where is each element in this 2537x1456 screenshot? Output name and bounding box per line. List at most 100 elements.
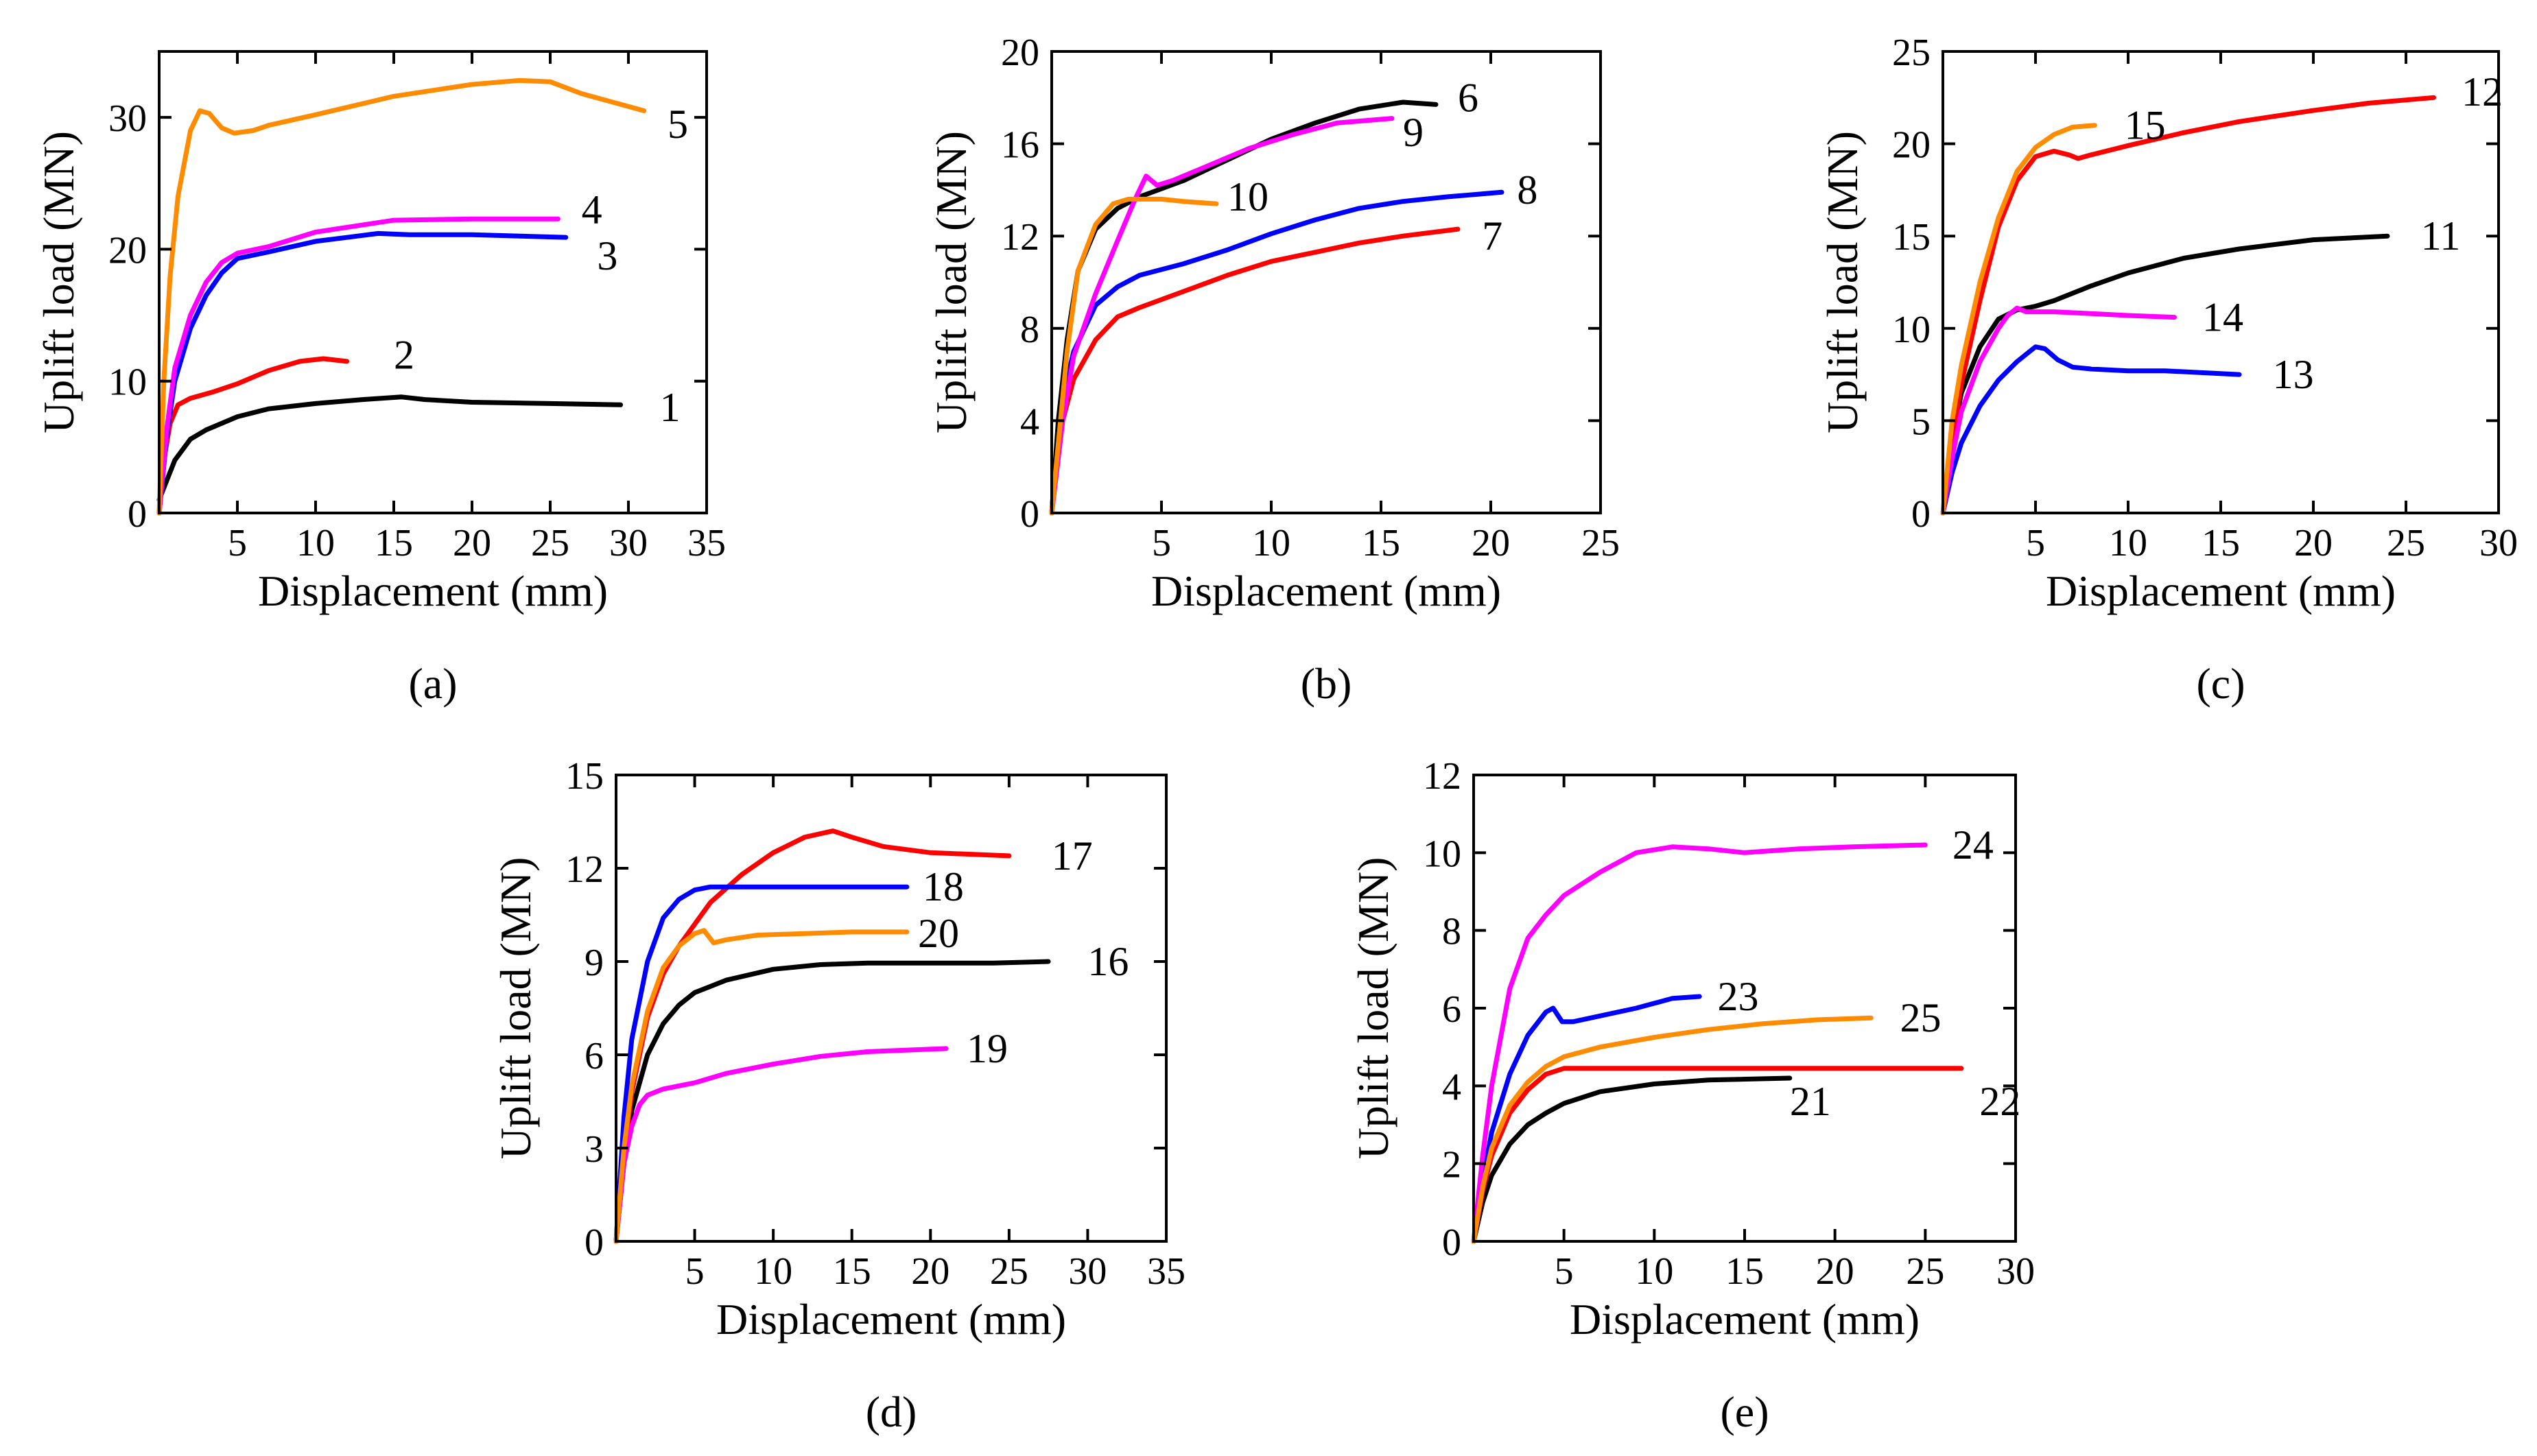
x-tick-label: 25 — [531, 522, 569, 564]
y-tick-label: 3 — [585, 1128, 604, 1171]
y-tick-label: 10 — [1892, 309, 1931, 351]
x-tick-label: 15 — [1725, 1250, 1764, 1293]
series-line-2 — [156, 356, 350, 516]
panel-caption: (a) — [408, 659, 457, 708]
plot-frame — [158, 50, 708, 514]
x-axis-label: Displacement (mm) — [716, 1295, 1066, 1344]
panel-caption: (b) — [1301, 659, 1352, 708]
series-label-9: 9 — [1403, 110, 1424, 155]
series-label-16: 16 — [1087, 939, 1129, 984]
series-label-15: 15 — [2125, 103, 2166, 148]
y-tick-label: 12 — [1001, 216, 1039, 259]
x-tick-label: 25 — [1581, 522, 1620, 564]
plot-frame — [1050, 50, 1602, 514]
series-label-4: 4 — [582, 187, 602, 232]
y-tick-label: 6 — [1442, 988, 1461, 1031]
x-tick-label: 5 — [2026, 522, 2045, 564]
series-label-3: 3 — [597, 233, 617, 278]
series-label-14: 14 — [2202, 295, 2243, 340]
x-tick-label: 35 — [687, 522, 726, 564]
x-tick-label: 15 — [1362, 522, 1400, 564]
x-axis-label: Displacement (mm) — [1570, 1295, 1920, 1344]
x-tick-label: 25 — [990, 1250, 1028, 1293]
y-axis-label: Uplift load (MN) — [34, 131, 83, 433]
y-tick-label: 2 — [1442, 1144, 1461, 1186]
series-line-22 — [1471, 1066, 1964, 1244]
x-tick-label: 20 — [2294, 522, 2333, 564]
series-label-8: 8 — [1517, 167, 1537, 213]
series-label-5: 5 — [668, 102, 688, 147]
x-tick-label: 30 — [1068, 1250, 1107, 1293]
series-line-4 — [156, 216, 560, 516]
series-label-1: 1 — [660, 385, 681, 430]
y-axis-label: Uplift load (MN) — [1818, 131, 1867, 433]
y-tick-label: 16 — [1001, 124, 1039, 167]
series-line-18 — [613, 884, 910, 1244]
x-tick-label: 20 — [1816, 1250, 1854, 1293]
y-tick-label: 0 — [1020, 493, 1039, 536]
x-tick-label: 15 — [2202, 522, 2240, 564]
series-line-6 — [1049, 99, 1439, 516]
y-tick-label: 30 — [108, 97, 147, 140]
x-tick-label: 5 — [228, 522, 247, 564]
series-line-14 — [1940, 305, 2177, 516]
y-tick-label: 10 — [108, 361, 147, 404]
series-line-5 — [156, 77, 647, 516]
series-label-19: 19 — [967, 1026, 1008, 1071]
series-label-7: 7 — [1482, 213, 1502, 259]
y-tick-label: 20 — [1001, 32, 1039, 74]
y-axis-label: Uplift load (MN) — [491, 857, 540, 1160]
series-line-13 — [1940, 344, 2242, 516]
panel-caption: (d) — [866, 1387, 917, 1436]
series-line-12 — [1940, 95, 2436, 516]
x-tick-label: 10 — [296, 522, 335, 564]
series-label-24: 24 — [1952, 822, 1994, 868]
series-label-2: 2 — [394, 332, 414, 377]
x-tick-label: 30 — [2479, 522, 2518, 564]
y-tick-label: 0 — [585, 1221, 604, 1264]
series-line-20 — [613, 928, 910, 1244]
x-tick-label: 5 — [685, 1250, 705, 1293]
y-tick-label: 0 — [1442, 1221, 1461, 1264]
x-tick-label: 20 — [1472, 522, 1510, 564]
plot-frame — [1942, 50, 2500, 514]
panel-caption: (c) — [2196, 659, 2245, 708]
series-line-19 — [613, 1046, 949, 1244]
x-axis-label: Displacement (mm) — [258, 566, 608, 615]
x-tick-label: 10 — [2109, 522, 2147, 564]
x-tick-label: 25 — [2387, 522, 2425, 564]
y-tick-label: 12 — [565, 848, 604, 891]
x-tick-label: 35 — [1147, 1250, 1185, 1293]
x-tick-label: 20 — [453, 522, 491, 564]
series-line-10 — [1049, 196, 1219, 516]
series-label-22: 22 — [1979, 1079, 2020, 1124]
y-tick-label: 9 — [585, 942, 604, 984]
x-tick-label: 30 — [609, 522, 648, 564]
series-label-12: 12 — [2462, 69, 2503, 115]
x-tick-label: 10 — [754, 1250, 792, 1293]
x-tick-label: 15 — [375, 522, 413, 564]
series-line-7 — [1049, 226, 1461, 516]
x-tick-label: 25 — [1906, 1250, 1944, 1293]
series-label-6: 6 — [1458, 75, 1478, 120]
y-tick-label: 8 — [1442, 911, 1461, 953]
y-tick-label: 15 — [1892, 216, 1931, 259]
plot-frame — [615, 774, 1168, 1243]
x-tick-label: 30 — [1996, 1250, 2035, 1293]
y-tick-label: 25 — [1892, 32, 1931, 74]
x-tick-label: 20 — [911, 1250, 949, 1293]
series-line-15 — [1940, 123, 2097, 516]
series-label-17: 17 — [1052, 833, 1093, 879]
series-line-24 — [1471, 842, 1928, 1244]
x-tick-label: 5 — [1152, 522, 1171, 564]
series-line-21 — [1471, 1075, 1793, 1244]
panel-caption: (e) — [1720, 1387, 1769, 1436]
x-tick-label: 5 — [1555, 1250, 1574, 1293]
x-tick-label: 15 — [833, 1250, 871, 1293]
series-line-23 — [1471, 994, 1702, 1244]
